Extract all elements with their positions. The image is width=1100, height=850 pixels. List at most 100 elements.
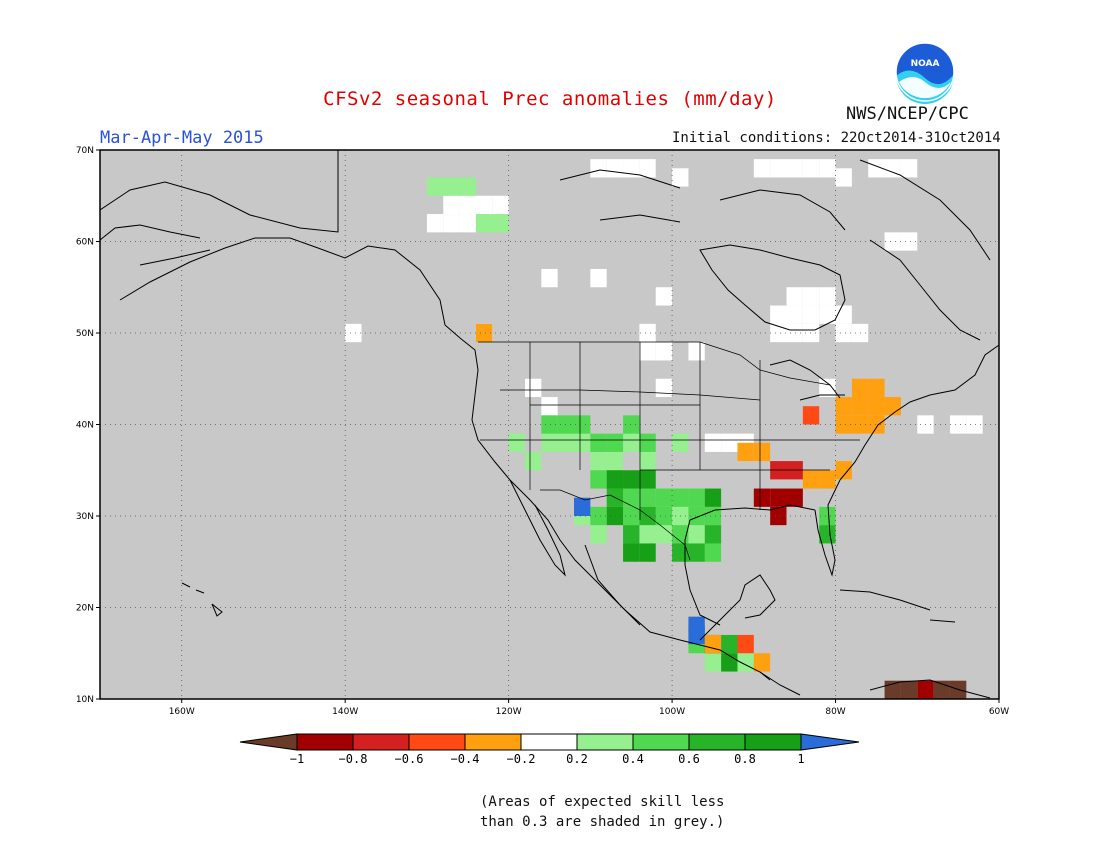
anomaly-cell [704, 506, 722, 526]
anomaly-cell [639, 525, 656, 544]
anomaly-cell [541, 397, 558, 416]
anomaly-cell [492, 214, 509, 233]
anomaly-cell [443, 214, 460, 233]
anomaly-cell [672, 168, 689, 187]
anomaly-cell [688, 342, 705, 361]
anomaly-cell [753, 488, 771, 507]
anomaly-cell [835, 415, 852, 434]
anomaly-cell [623, 525, 640, 544]
anomaly-cell [524, 451, 542, 471]
anomaly-cell [606, 159, 624, 178]
lon-tick-label: 160W [169, 707, 195, 717]
anomaly-cell [606, 470, 624, 489]
anomaly-cell [819, 506, 836, 526]
anomaly-cell [786, 305, 803, 324]
anomaly-cell [737, 442, 754, 462]
anomaly-cell [851, 378, 869, 398]
lat-tick-label: 50N [76, 329, 94, 339]
anomaly-cell [704, 634, 722, 654]
noaa-logo-icon: NOAA [895, 42, 955, 105]
anomaly-cell [802, 287, 820, 306]
anomaly-cell [753, 442, 771, 462]
lat-tick-label: 10N [76, 695, 94, 705]
anomaly-cells [345, 159, 983, 699]
anomaly-cell [574, 433, 591, 452]
lon-tick-label: 140W [332, 707, 358, 717]
anomaly-cell [753, 159, 771, 178]
colorbar-label: −0.6 [395, 752, 424, 766]
colorbar-swatch [800, 733, 860, 751]
anomaly-cell [426, 177, 444, 196]
axis-ticks: 70N 60N 50N 40N 30N 20N 10N 160W 140W 120W 100W 80W… [76, 146, 1009, 717]
anomaly-cell [574, 415, 591, 434]
season-label: Mar-Apr-May 2015 [100, 128, 264, 148]
colorbar-label: 1 [797, 752, 804, 766]
anomaly-cell [606, 451, 624, 471]
colorbar-label: −1 [290, 752, 304, 766]
anomaly-cell [606, 433, 624, 452]
anomaly-cell [802, 159, 820, 178]
anomaly-cell [590, 470, 607, 489]
anomaly-cell [688, 525, 705, 544]
anomaly-cell [639, 451, 656, 471]
anomaly-cell [802, 406, 820, 425]
anomaly-cell [917, 680, 934, 699]
anomaly-cell [524, 378, 542, 398]
anomaly-cell [655, 506, 673, 526]
anomaly-cell [492, 195, 509, 215]
anomaly-cell [721, 433, 738, 452]
lon-tick-label: 60W [989, 707, 1009, 717]
anomaly-cell [639, 323, 656, 343]
anomaly-cell [475, 195, 493, 215]
skill-note-line-2: than 0.3 are shaded in grey.) [480, 814, 725, 830]
anomaly-cell [786, 488, 803, 507]
anomaly-cell [704, 525, 722, 544]
anomaly-cell [704, 653, 722, 672]
anomaly-cell [426, 214, 444, 233]
anomaly-cell [900, 680, 918, 699]
anomaly-cell [802, 323, 820, 343]
anomaly-cell [688, 543, 705, 562]
lat-tick-label: 30N [76, 512, 94, 522]
anomaly-cell [884, 159, 901, 178]
logo-text: NOAA [911, 59, 940, 69]
colorbar-label: 0.8 [734, 752, 756, 766]
lon-tick-label: 120W [496, 707, 522, 717]
anomaly-cell [574, 497, 591, 516]
colorbar-swatch [239, 733, 298, 751]
anomaly-cell [851, 397, 869, 416]
anomaly-cell [623, 433, 640, 452]
colorbar-label: 0.6 [678, 752, 700, 766]
anomaly-cell [819, 305, 836, 324]
anomaly-cell [770, 323, 787, 343]
anomaly-cell [884, 232, 901, 251]
anomaly-cell [721, 634, 738, 654]
anomaly-cell [606, 506, 624, 526]
anomaly-cell [672, 525, 689, 544]
anomaly-cell [443, 177, 460, 196]
anomaly-cell [655, 287, 673, 306]
anomaly-cell [835, 397, 852, 416]
anomaly-cell [639, 342, 656, 361]
anomaly-cell [786, 159, 803, 178]
anomaly-cell [623, 488, 640, 507]
anomaly-cell [770, 488, 787, 507]
colorbar-label: −0.8 [339, 752, 368, 766]
anomaly-cell [639, 488, 656, 507]
anomaly-cell [770, 506, 787, 526]
anomaly-cell [623, 159, 640, 178]
anomaly-cell [802, 470, 820, 489]
anomaly-cell [590, 525, 607, 544]
anomaly-cell [672, 543, 689, 562]
anomaly-cell [949, 415, 967, 434]
colorbar-swatch [688, 733, 746, 751]
anomaly-cell [835, 168, 852, 187]
anomaly-cell [639, 470, 656, 489]
anomaly-cell [770, 305, 787, 324]
anomaly-cell [639, 433, 656, 452]
colorbar-label: −0.2 [507, 752, 536, 766]
anomaly-cell [737, 634, 754, 654]
anomaly-cell [835, 461, 852, 480]
anomaly-cell [655, 378, 673, 398]
